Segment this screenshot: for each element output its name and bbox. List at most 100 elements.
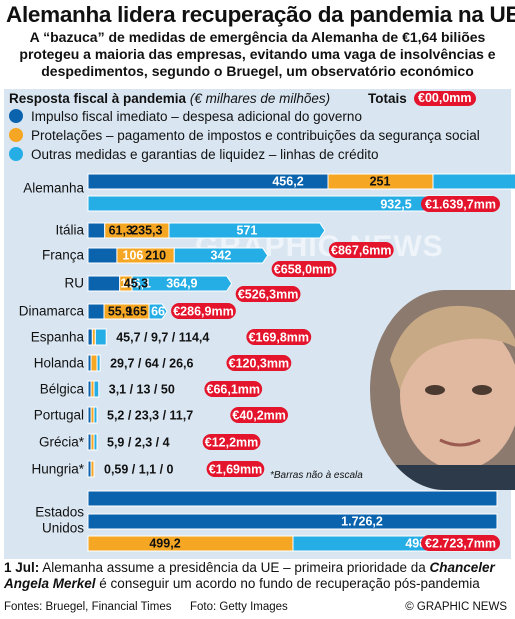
bar-alemanha-liquidity — [432, 173, 515, 190]
totals-label: Totais — [368, 91, 407, 106]
subtitle-line-2: protegeu a maioria das empresas, evitand… — [19, 46, 496, 62]
total-franca-pill — [271, 261, 337, 277]
legend-header-bold: Resposta fiscal à pandemia — [9, 91, 187, 106]
value-franca-deferral: 210 — [145, 249, 166, 263]
value-belgica-breakdown: 3,1 / 13 / 50 — [109, 383, 175, 397]
total-portugal-total-label: €40,2mm — [232, 409, 286, 423]
total-portugal-pill — [230, 407, 288, 423]
photo-credit: Foto: Getty Images — [190, 601, 288, 613]
value-dinamarca-fiscal: 55,9 — [108, 305, 132, 319]
country-label-hungria: Hungria* — [31, 462, 84, 477]
legend-item-deferral: Protelações – pagamento de impostos e co… — [9, 128, 480, 143]
legend-item-liquidity: Outras medidas e garantias de liquidez –… — [9, 147, 378, 162]
total-grecia-pill — [202, 434, 261, 450]
subtitle-line-1: A “bazuca” de medidas de emergência da A… — [29, 29, 486, 45]
totals-sample-pill: €00,0mm — [414, 91, 476, 106]
bar-belgica-liquidity — [93, 380, 100, 398]
country-label-italia: Itália — [55, 223, 84, 238]
bar-franca-fiscal — [87, 247, 118, 264]
footer-date: 1 Jul: — [4, 560, 40, 575]
total-dinamarca-pill — [171, 303, 236, 319]
footer-note: 1 Jul: Alemanha assume a presidência da … — [4, 560, 511, 592]
bar-holanda-deferral — [90, 354, 98, 372]
total-grecia-total-label: €12,2mm — [205, 436, 259, 450]
value-grecia-breakdown: 5,9 / 2,3 / 4 — [107, 436, 170, 450]
total-alemanha-pill — [421, 196, 500, 212]
scale-note: *Barras não à escala — [270, 470, 363, 481]
value-ru-liquidity: 364,9 — [166, 277, 197, 291]
total-italia-pill — [328, 242, 394, 258]
country-label-alemanha: Alemanha — [23, 181, 84, 196]
total-holanda-total-label: €120,3mm — [229, 357, 289, 371]
sources: Fontes: Bruegel, Financial Times — [4, 601, 172, 613]
bar-estados-unidos-deferral — [87, 535, 294, 552]
total-espanha-pill — [246, 329, 312, 345]
country-label-ru: RU — [65, 276, 85, 291]
bar-chart: Alemanha 456,2 251 932,5 €1.639,7mm Itália 61,… — [19, 173, 515, 552]
country-label-portugal: Portugal — [34, 408, 84, 423]
subtitle-line-3: despedimentos, segundo o Bruegel, um obs… — [41, 63, 474, 79]
value-italia-deferral: 235,3 — [131, 224, 162, 238]
graphic-news-credit: © GRAPHIC NEWS — [405, 601, 507, 613]
value-espanha-breakdown: 45,7 / 9,7 / 114,4 — [116, 331, 209, 345]
legend-item-fiscal: Impulso fiscal imediato – despesa adicio… — [9, 109, 362, 124]
legend-label-liquidity: Outras medidas e garantias de liquidez –… — [31, 147, 379, 162]
total-hungria-pill — [206, 461, 265, 477]
value-alemanha-deferral: 251 — [370, 175, 391, 189]
bar-franca-liquidity — [173, 247, 269, 264]
total-estados-unidos-pill — [421, 535, 500, 551]
footer-italic: Chanceler Angela Merkel — [4, 560, 495, 591]
total-holanda-pill — [226, 355, 292, 371]
legend-header: Resposta fiscal à pandemia (€ milhares d… — [9, 91, 330, 106]
total-estados-unidos-total-label: €2.723,7mm — [425, 537, 496, 551]
value-holanda-breakdown: 29,7 / 64 / 26,6 — [110, 357, 193, 371]
bar-italia-fiscal — [87, 222, 106, 239]
country-label-grecia: Grécia* — [39, 435, 85, 450]
value-italia-liquidity: 571 — [236, 224, 257, 238]
bar-espanha-fiscal — [87, 328, 93, 346]
value-franca-liquidity: 342 — [211, 249, 232, 263]
legend-swatch-liquidity — [9, 147, 23, 161]
bar-dinamarca-fiscal — [87, 303, 105, 320]
country-label-belgica: Bélgica — [40, 382, 85, 397]
value-alemanha-liquidity: 932,5 — [380, 198, 411, 212]
value-dinamarca-deferral: 165 — [126, 305, 147, 319]
legend-swatch-deferral — [9, 128, 23, 142]
value-estados-unidos-fiscal: 1.726,2 — [341, 515, 383, 529]
bar-hungria-deferral — [90, 460, 95, 478]
value-ru-deferral: 45,3 — [124, 277, 148, 291]
country-label-estados-unidos-line1: Estados — [35, 505, 84, 520]
total-franca-total-label: €658,0mm — [274, 263, 334, 277]
bar-holanda-liquidity — [96, 354, 101, 372]
bar-dinamarca-liquidity — [148, 303, 168, 320]
merkel-photo — [370, 290, 515, 490]
legend-header-unit: (€ milhares de milhões) — [189, 91, 331, 106]
value-estados-unidos-deferral: 499,2 — [149, 537, 180, 551]
value-hungria-breakdown: 0,59 / 1,1 / 0 — [104, 463, 174, 477]
total-belgica-total-label: €66,1mm — [207, 383, 261, 397]
value-franca-fiscal: 106 — [123, 249, 144, 263]
country-label-franca: França — [42, 248, 85, 263]
value-ru-fiscal: 116,1 — [120, 277, 151, 291]
total-ru-pill — [235, 286, 301, 302]
country-label-estados-unidos-line2: Unidos — [42, 521, 84, 536]
total-italia-total-label: €867,6mm — [331, 244, 391, 258]
value-portugal-breakdown: 5,2 / 23,3 / 11,7 — [107, 409, 193, 423]
value-italia-fiscal: 61,3 — [109, 224, 133, 238]
bar-ru-liquidity — [131, 275, 233, 292]
total-hungria-total-label: €1,69mm — [209, 463, 263, 477]
legend-swatch-fiscal — [9, 109, 23, 123]
value-alemanha-fiscal: 456,2 — [272, 175, 303, 189]
bar-ru-fiscal — [87, 275, 121, 292]
legend-label-fiscal: Impulso fiscal imediato – despesa adicio… — [31, 109, 362, 124]
bar-estados-unidos-fiscal-cont — [87, 513, 498, 530]
legend-label-deferral: Protelações – pagamento de impostos e co… — [31, 128, 480, 143]
total-espanha-total-label: €169,8mm — [249, 331, 309, 345]
value-dinamarca-liquidity: 66 — [151, 305, 165, 319]
country-label-holanda: Holanda — [34, 356, 85, 371]
total-dinamarca-total-label: €286,9mm — [173, 305, 233, 319]
bar-italia-liquidity — [168, 222, 326, 239]
footer-text-b: é conseguir um acordo no fundo de recupe… — [95, 576, 480, 591]
bar-espanha-liquidity — [94, 328, 107, 346]
